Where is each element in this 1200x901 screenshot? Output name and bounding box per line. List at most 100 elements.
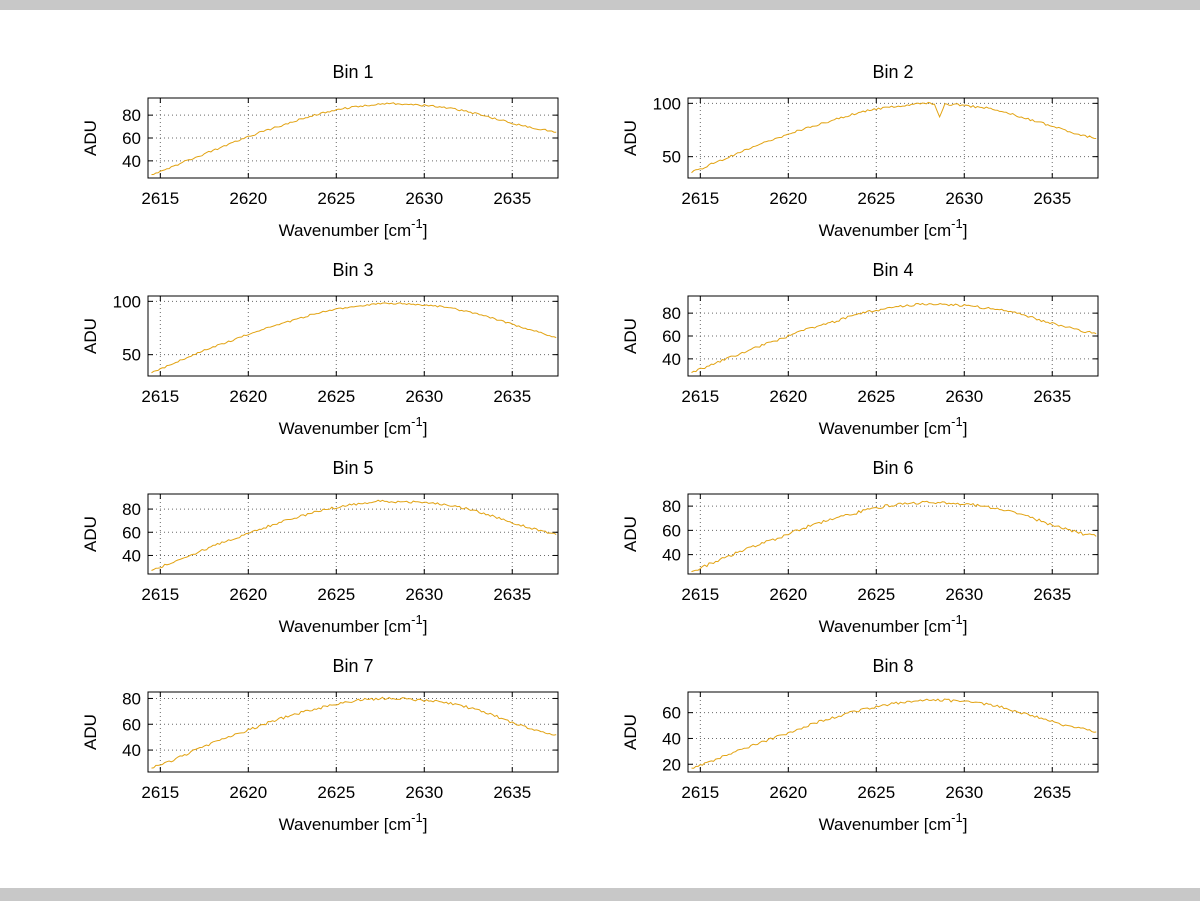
matlab-figure: Bin 1 40 60 80 2615 2620 2625 2630 2635 ADU Wavenu… bbox=[0, 10, 1200, 888]
y-axis-label: ADU bbox=[621, 120, 640, 156]
x-tick-label: 2615 bbox=[141, 783, 179, 802]
y-tick-label: 40 bbox=[662, 350, 681, 369]
y-tick-label: 50 bbox=[122, 346, 141, 365]
y-tick-label: 50 bbox=[662, 148, 681, 167]
x-axis-label: Wavenumber [cm-1] bbox=[819, 612, 968, 636]
spectrum-line bbox=[151, 102, 557, 176]
y-tick-label: 40 bbox=[662, 546, 681, 565]
x-tick-label: 2625 bbox=[317, 387, 355, 406]
x-axis-label: Wavenumber [cm-1] bbox=[279, 216, 428, 240]
y-axis-label: ADU bbox=[621, 318, 640, 354]
subplot-title: Bin 8 bbox=[872, 656, 913, 676]
x-tick-label: 2635 bbox=[493, 783, 531, 802]
spectrum-line bbox=[151, 499, 557, 571]
subplot-bin-4: Bin 4 40 60 80 2615 2620 2625 2630 2635 ADU Wavenu… bbox=[621, 260, 1099, 438]
subplot-bin-6: Bin 6 40 60 80 2615 2620 2625 2630 2635 ADU Wavenu… bbox=[621, 458, 1099, 636]
subplot-title: Bin 1 bbox=[332, 62, 373, 82]
x-tick-label: 2630 bbox=[945, 387, 983, 406]
spectrum-line bbox=[151, 302, 557, 374]
x-tick-label: 2625 bbox=[857, 387, 895, 406]
subplot-title: Bin 6 bbox=[872, 458, 913, 478]
x-axis-label: Wavenumber [cm-1] bbox=[279, 810, 428, 834]
subplot-bin-3: Bin 3 50 100 2615 2620 2625 2630 2635 ADU Wavenum… bbox=[81, 260, 559, 438]
axes-box bbox=[687, 691, 1099, 773]
x-axis-label: Wavenumber [cm-1] bbox=[819, 414, 968, 438]
subplot-bin-5: Bin 5 40 60 80 2615 2620 2625 2630 2635 ADU Wavenu… bbox=[81, 458, 559, 636]
axes-box bbox=[147, 493, 559, 575]
x-tick-label: 2625 bbox=[317, 783, 355, 802]
x-tick-label: 2620 bbox=[229, 387, 267, 406]
x-tick-label: 2635 bbox=[493, 585, 531, 604]
y-axis-label: ADU bbox=[81, 516, 100, 552]
subplot-title: Bin 7 bbox=[332, 656, 373, 676]
x-tick-label: 2635 bbox=[1033, 783, 1071, 802]
axes-box bbox=[687, 97, 1099, 179]
x-tick-label: 2620 bbox=[229, 189, 267, 208]
x-tick-label: 2620 bbox=[229, 783, 267, 802]
subplot-title: Bin 2 bbox=[872, 62, 913, 82]
spectrum-line bbox=[691, 500, 1097, 573]
x-tick-label: 2630 bbox=[945, 783, 983, 802]
x-tick-label: 2635 bbox=[1033, 189, 1071, 208]
subplot-bin-2: Bin 2 50 100 2615 2620 2625 2630 2635 ADU Wavenum… bbox=[621, 62, 1099, 240]
x-tick-label: 2615 bbox=[681, 387, 719, 406]
x-tick-label: 2620 bbox=[769, 189, 807, 208]
x-tick-label: 2615 bbox=[141, 585, 179, 604]
x-tick-label: 2615 bbox=[681, 585, 719, 604]
x-tick-label: 2620 bbox=[769, 783, 807, 802]
y-tick-label: 80 bbox=[662, 304, 681, 323]
y-axis-label: ADU bbox=[621, 714, 640, 750]
x-tick-label: 2615 bbox=[681, 189, 719, 208]
y-tick-label: 60 bbox=[122, 523, 141, 542]
x-tick-label: 2620 bbox=[229, 585, 267, 604]
x-tick-label: 2630 bbox=[405, 387, 443, 406]
x-tick-label: 2625 bbox=[317, 585, 355, 604]
x-tick-label: 2635 bbox=[493, 189, 531, 208]
x-tick-label: 2625 bbox=[317, 189, 355, 208]
y-axis-label: ADU bbox=[81, 714, 100, 750]
subplot-title: Bin 5 bbox=[332, 458, 373, 478]
x-tick-label: 2630 bbox=[945, 189, 983, 208]
x-tick-label: 2615 bbox=[141, 189, 179, 208]
x-tick-label: 2615 bbox=[681, 783, 719, 802]
y-tick-label: 80 bbox=[122, 689, 141, 708]
x-tick-label: 2620 bbox=[769, 387, 807, 406]
x-tick-label: 2635 bbox=[493, 387, 531, 406]
subplot-title: Bin 4 bbox=[872, 260, 913, 280]
spectrum-line bbox=[691, 698, 1097, 769]
y-tick-label: 60 bbox=[662, 327, 681, 346]
x-tick-label: 2620 bbox=[769, 585, 807, 604]
axes-box bbox=[687, 493, 1099, 575]
spectrum-line bbox=[151, 696, 557, 769]
x-tick-label: 2630 bbox=[405, 189, 443, 208]
y-tick-label: 20 bbox=[662, 755, 681, 774]
y-tick-label: 100 bbox=[113, 292, 141, 311]
axes-box bbox=[147, 295, 559, 377]
axes-box bbox=[147, 691, 559, 773]
x-tick-label: 2635 bbox=[1033, 387, 1071, 406]
subplot-bin-8: Bin 8 20 40 60 2615 2620 2625 2630 2635 ADU Wavenu… bbox=[621, 656, 1099, 834]
x-tick-label: 2630 bbox=[405, 783, 443, 802]
subplot-bin-7: Bin 7 40 60 80 2615 2620 2625 2630 2635 ADU Wavenu… bbox=[81, 656, 559, 834]
spectrum-line bbox=[691, 302, 1097, 374]
x-tick-label: 2630 bbox=[405, 585, 443, 604]
y-tick-label: 40 bbox=[122, 546, 141, 565]
y-axis-label: ADU bbox=[81, 318, 100, 354]
x-axis-label: Wavenumber [cm-1] bbox=[819, 216, 968, 240]
subplot-bin-1: Bin 1 40 60 80 2615 2620 2625 2630 2635 ADU Wavenu… bbox=[81, 62, 559, 240]
y-tick-label: 40 bbox=[122, 741, 141, 760]
y-tick-label: 100 bbox=[653, 94, 681, 113]
x-tick-label: 2625 bbox=[857, 189, 895, 208]
y-tick-label: 60 bbox=[662, 521, 681, 540]
y-axis-label: ADU bbox=[81, 120, 100, 156]
x-tick-label: 2625 bbox=[857, 783, 895, 802]
y-tick-label: 60 bbox=[122, 129, 141, 148]
x-tick-label: 2615 bbox=[141, 387, 179, 406]
x-tick-label: 2630 bbox=[945, 585, 983, 604]
x-axis-label: Wavenumber [cm-1] bbox=[819, 810, 968, 834]
spectrum-line bbox=[691, 101, 1097, 174]
y-tick-label: 80 bbox=[122, 500, 141, 519]
subplot-title: Bin 3 bbox=[332, 260, 373, 280]
y-tick-label: 80 bbox=[662, 497, 681, 516]
x-axis-label: Wavenumber [cm-1] bbox=[279, 612, 428, 636]
